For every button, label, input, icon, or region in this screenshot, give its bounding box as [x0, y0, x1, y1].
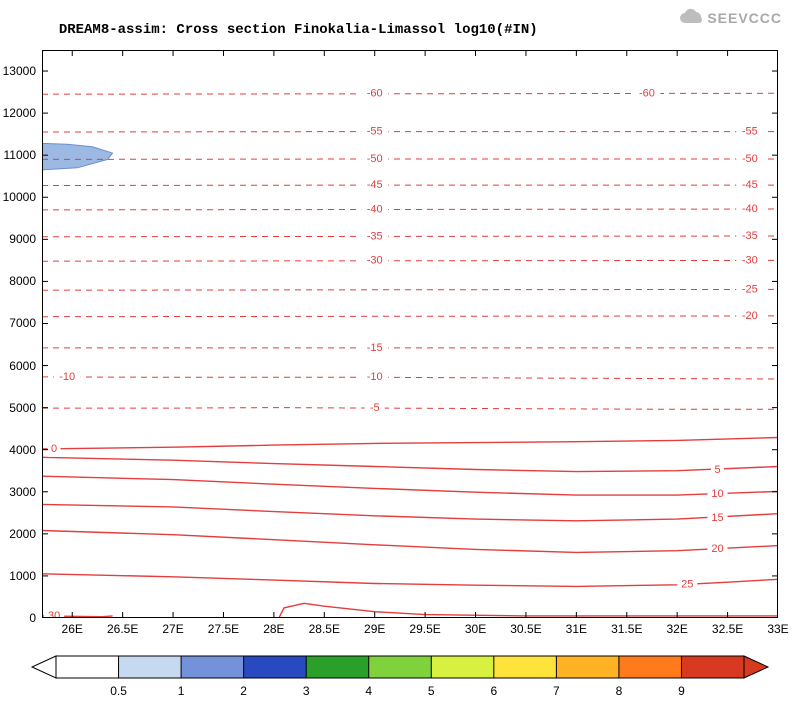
colorbar-tick-label: 7	[553, 684, 560, 698]
colorbar-tick-label: 3	[303, 684, 310, 698]
colorbar	[0, 0, 800, 704]
colorbar-tick-label: 9	[678, 684, 685, 698]
colorbar-tick-label: 8	[616, 684, 623, 698]
colorbar-tick-label: 4	[365, 684, 372, 698]
colorbar-tick-label: 0.5	[110, 684, 127, 698]
colorbar-tick-label: 6	[490, 684, 497, 698]
colorbar-tick-label: 1	[178, 684, 185, 698]
colorbar-tick-label: 2	[240, 684, 247, 698]
colorbar-tick-label: 5	[428, 684, 435, 698]
